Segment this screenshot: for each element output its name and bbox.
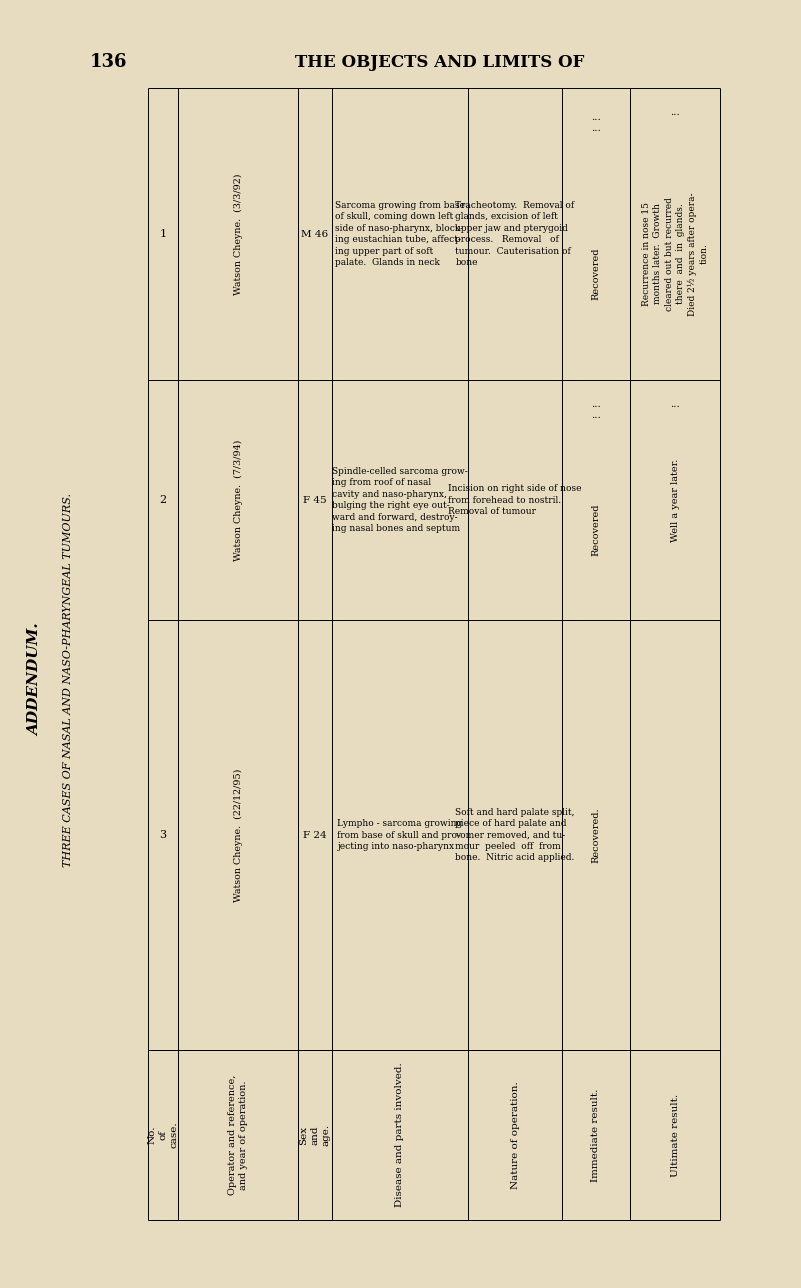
Text: Sarcoma growing from base
of skull, coming down left
side of naso-pharynx, block: Sarcoma growing from base of skull, comi…	[335, 201, 465, 267]
Text: Operator and reference,
and year of operation.: Operator and reference, and year of oper…	[228, 1074, 248, 1195]
Text: Recovered: Recovered	[591, 247, 601, 300]
Text: Lympho - sarcoma growing
from base of skull and pro-
jecting into naso-pharynx: Lympho - sarcoma growing from base of sk…	[337, 819, 463, 851]
Text: Spindle-celled sarcoma grow-
ing from roof of nasal
cavity and naso-pharynx,
bul: Spindle-celled sarcoma grow- ing from ro…	[332, 466, 468, 533]
Text: ...
...: ... ...	[591, 401, 601, 420]
Text: 136: 136	[90, 53, 127, 71]
Text: ...: ...	[670, 401, 680, 410]
Text: Soft and hard palate split,
piece of hard palate and
vomer removed, and tu-
mour: Soft and hard palate split, piece of har…	[455, 808, 575, 863]
Text: F 45: F 45	[304, 496, 327, 505]
Text: Recurrence in nose 15
months later.  Growth
cleared out but recurred
there  and : Recurrence in nose 15 months later. Grow…	[642, 192, 708, 316]
Text: Recovered.: Recovered.	[591, 808, 601, 863]
Text: Ultimate result.: Ultimate result.	[670, 1094, 679, 1176]
Text: 1: 1	[159, 229, 167, 240]
Text: Disease and parts involved.: Disease and parts involved.	[396, 1063, 405, 1207]
Text: ADDENDUM.: ADDENDUM.	[28, 623, 42, 737]
Text: ...: ...	[670, 108, 680, 117]
Text: Watson Cheyne.  (7/3/94): Watson Cheyne. (7/3/94)	[233, 439, 243, 560]
Text: Watson Cheyne.  (22/12/95): Watson Cheyne. (22/12/95)	[233, 769, 243, 902]
Text: Recovered: Recovered	[591, 504, 601, 556]
Text: 3: 3	[159, 829, 167, 840]
Text: ...
...: ... ...	[591, 113, 601, 133]
Text: Incision on right side of nose
from forehead to nostril.
Removal of tumour: Incision on right side of nose from fore…	[449, 484, 582, 516]
Text: 2: 2	[159, 495, 167, 505]
Text: F 24: F 24	[304, 831, 327, 840]
Text: THREE CASES OF NASAL AND NASO-PHARYNGEAL TUMOURS.: THREE CASES OF NASAL AND NASO-PHARYNGEAL…	[63, 493, 73, 867]
Text: Well a year later.: Well a year later.	[670, 459, 679, 542]
Text: Watson Cheyne.  (3/3/92): Watson Cheyne. (3/3/92)	[233, 174, 243, 295]
Text: Sex
and
age.: Sex and age.	[300, 1124, 331, 1146]
Text: Immediate result.: Immediate result.	[591, 1088, 601, 1181]
Text: THE OBJECTS AND LIMITS OF: THE OBJECTS AND LIMITS OF	[296, 54, 585, 71]
Text: Tracheotomy.  Removal of
glands, excision of left
upper jaw and pterygoid
proces: Tracheotomy. Removal of glands, excision…	[456, 201, 574, 267]
Text: No.
of
case.: No. of case.	[147, 1122, 179, 1149]
Text: M 46: M 46	[301, 229, 328, 238]
Text: Nature of operation.: Nature of operation.	[510, 1081, 520, 1189]
